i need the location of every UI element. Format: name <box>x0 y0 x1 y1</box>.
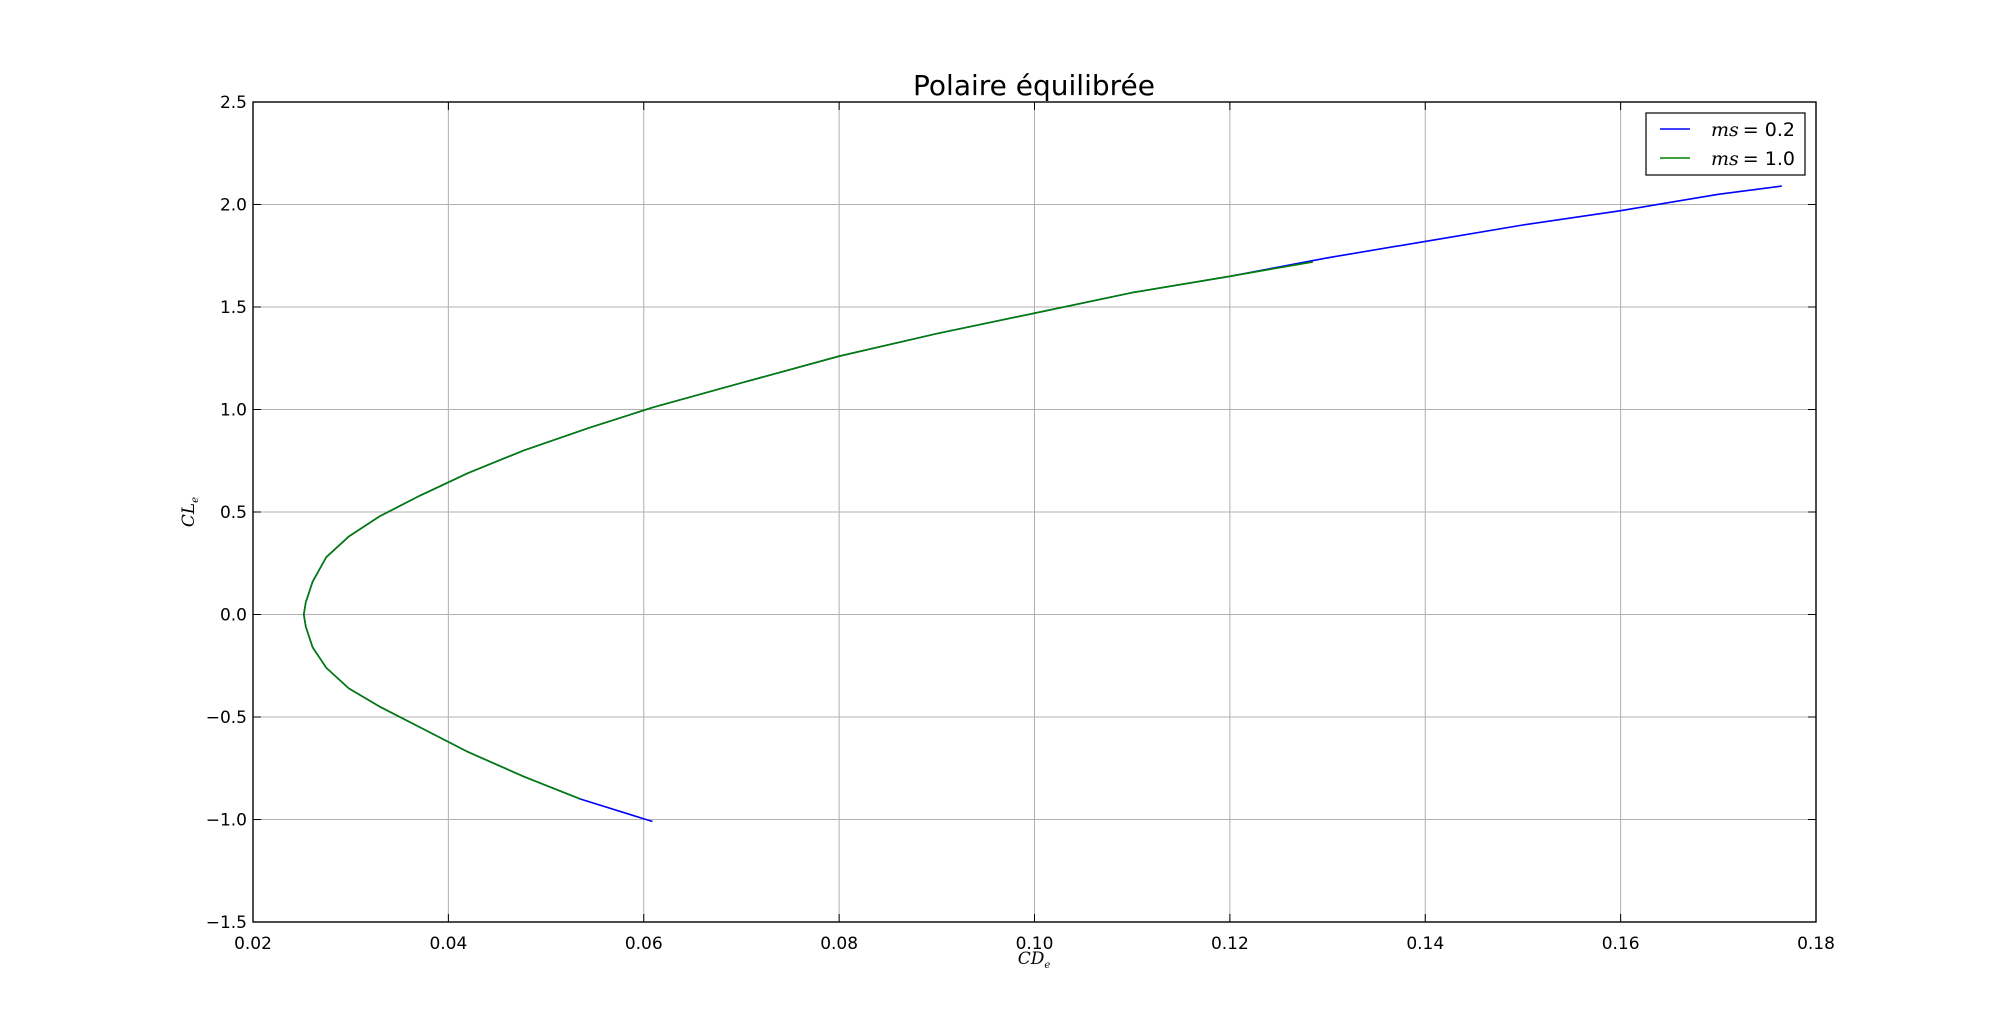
y-tick-label: 0.0 <box>220 606 247 626</box>
y-tick-label: −0.5 <box>206 708 247 728</box>
series-lines <box>302 185 1782 823</box>
x-tick-label: 0.10 <box>1016 934 1054 954</box>
y-tick-label: −1.0 <box>206 811 247 831</box>
legend-label-series-2: ms = 1.0 <box>1711 148 1795 170</box>
series-line-2 <box>302 261 1314 800</box>
legend-label-series-1-value: = 0.2 <box>1743 119 1795 141</box>
x-axis-label: CDe <box>1018 949 1051 971</box>
grid-lines <box>253 102 1816 922</box>
legend-label-series-1: ms = 0.2 <box>1711 119 1795 141</box>
x-tick-label: 0.02 <box>234 934 272 954</box>
x-tick-label: 0.14 <box>1406 934 1444 954</box>
legend-label-series-1-math: ms <box>1711 119 1739 141</box>
chart-title: Polaire équilibrée <box>913 69 1155 102</box>
y-tick-label: 1.5 <box>220 298 247 318</box>
y-tick-label: 0.5 <box>220 503 247 523</box>
x-axis-label-sub: e <box>1044 960 1050 971</box>
x-axis-label-main: CD <box>1018 949 1045 969</box>
y-tick-label: 2.0 <box>220 196 247 216</box>
y-axis-label: CLe <box>179 497 201 527</box>
x-tick-label: 0.06 <box>625 934 663 954</box>
series-line-1 <box>302 185 1782 823</box>
y-tick-label: 2.5 <box>220 93 247 113</box>
y-tick-label: 1.0 <box>220 401 247 421</box>
x-tick-label: 0.16 <box>1602 934 1640 954</box>
x-tick-label: 0.04 <box>429 934 467 954</box>
x-tick-label: 0.18 <box>1797 934 1835 954</box>
axis-ticks: 0.02 0.04 0.06 0.08 0.10 0.12 0.14 0.16 0.18 −1.5… <box>206 93 1835 954</box>
y-axis-label-sub: e <box>190 497 201 503</box>
legend-box <box>1645 112 1806 176</box>
legend: ms = 0.2 ms = 1.0 <box>1645 112 1806 176</box>
plot-frame <box>252 101 1817 923</box>
x-tick-label: 0.12 <box>1211 934 1249 954</box>
legend-label-series-2-value: = 1.0 <box>1743 148 1795 170</box>
legend-label-series-2-math: ms <box>1711 148 1739 170</box>
y-axis-label-main: CL <box>179 503 199 527</box>
y-tick-label: −1.5 <box>206 913 247 933</box>
x-tick-label: 0.08 <box>820 934 858 954</box>
